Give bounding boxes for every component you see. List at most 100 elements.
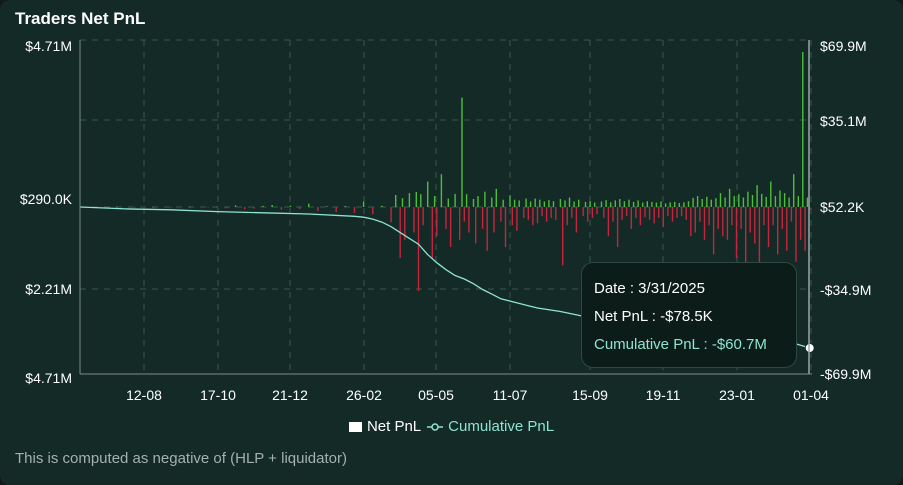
net-pnl-bar	[694, 207, 696, 233]
net-pnl-bar	[630, 207, 632, 229]
net-pnl-bar	[401, 198, 404, 207]
net-pnl-bar	[390, 207, 392, 223]
net-pnl-bar	[717, 207, 719, 229]
left-tick-label: $4.71M	[25, 38, 72, 54]
net-pnl-bar	[612, 207, 614, 222]
net-pnl-bar	[566, 207, 568, 226]
net-pnl-bar	[502, 199, 504, 207]
net-pnl-bar	[587, 207, 589, 222]
net-pnl-bar	[532, 207, 534, 226]
net-pnl-bar	[790, 207, 793, 222]
net-pnl-bar	[706, 196, 708, 207]
net-pnl-bar	[271, 205, 273, 207]
net-pnl-bar	[708, 207, 710, 226]
net-pnl-bar	[445, 207, 447, 229]
net-pnl-bar	[635, 207, 637, 218]
net-pnl-bar	[781, 207, 783, 229]
x-tick-label: 01-04	[793, 387, 829, 403]
net-pnl-bar	[525, 198, 527, 207]
net-pnl-bar	[495, 188, 497, 207]
net-pnl-bar	[722, 207, 724, 237]
x-tick-label: 12-08	[126, 387, 162, 403]
net-pnl-bar	[799, 207, 802, 240]
net-pnl-bar	[541, 207, 543, 217]
net-pnl-bar	[765, 196, 767, 207]
net-pnl-bar	[317, 207, 319, 211]
x-tick-label: 26-02	[346, 387, 382, 403]
net-pnl-bar	[468, 207, 470, 233]
net-pnl-bar	[676, 207, 678, 218]
net-pnl-bar	[395, 195, 397, 207]
net-pnl-bar	[724, 197, 726, 207]
net-pnl-bar	[603, 207, 605, 218]
net-pnl-bar	[710, 199, 712, 207]
right-tick-label: $35.1M	[820, 113, 867, 129]
net-pnl-bar	[335, 207, 337, 213]
net-pnl-bar	[667, 207, 669, 217]
net-pnl-bar	[465, 194, 468, 207]
net-pnl-bar	[559, 199, 562, 207]
legend-item-net-pnl[interactable]: Net PnL	[348, 418, 422, 435]
net-pnl-bar	[715, 198, 717, 207]
net-pnl-bar	[594, 202, 596, 207]
chart-title: Traders Net PnL	[15, 9, 146, 28]
net-pnl-bar	[539, 199, 541, 207]
net-pnl-bar	[280, 207, 282, 210]
axes: $4.71M $290.0K $2.21M $4.71M $69.9M $35.1M $52…	[20, 38, 872, 403]
net-pnl-bar	[134, 207, 136, 208]
net-pnl-bar	[447, 198, 449, 207]
net-pnl-bar	[440, 174, 443, 207]
net-pnl-bar	[699, 207, 701, 222]
net-pnl-bar	[777, 207, 779, 255]
net-pnl-bar	[454, 193, 456, 207]
net-pnl-bar	[754, 207, 756, 244]
right-tick-label: -$69.9M	[820, 366, 871, 382]
legend-label-net-pnl: Net PnL	[366, 418, 422, 435]
net-pnl-bar	[527, 207, 529, 220]
net-pnl-bar	[735, 207, 738, 259]
net-pnl-bar	[623, 201, 626, 207]
net-pnl-bar	[262, 205, 264, 207]
net-pnl-bar	[289, 205, 292, 207]
net-pnl-bar	[481, 207, 484, 229]
net-pnl-bar	[431, 207, 433, 259]
net-pnl-bar	[761, 193, 763, 207]
legend-item-cumulative-pnl[interactable]: Cumulative PnL	[427, 418, 554, 435]
net-pnl-bar	[728, 188, 731, 207]
net-pnl-bar	[344, 206, 346, 207]
net-pnl-bar	[578, 199, 580, 207]
net-pnl-bar	[362, 201, 365, 207]
legend-bar-swatch-icon	[348, 421, 362, 432]
net-pnl-bar	[422, 207, 424, 226]
net-pnl-bar	[719, 193, 722, 207]
net-pnl-bar	[459, 207, 461, 240]
x-tick-label: 17-10	[200, 387, 236, 403]
net-pnl-bar	[486, 207, 488, 251]
net-pnl-bar	[642, 202, 644, 207]
net-pnl-bar	[733, 196, 735, 207]
net-pnl-bar	[529, 201, 532, 207]
net-pnl-bar	[662, 207, 664, 228]
net-pnl-bar	[619, 199, 621, 207]
net-pnl-bar	[651, 201, 653, 207]
net-pnl-bar	[797, 196, 799, 207]
net-pnl-bar	[170, 207, 173, 208]
net-pnl-bar	[644, 207, 646, 218]
net-pnl-bar	[614, 200, 616, 207]
net-pnl-bar	[793, 174, 795, 207]
net-pnl-bar	[696, 196, 699, 207]
net-pnl-bar	[216, 206, 218, 208]
net-pnl-bar	[756, 185, 758, 207]
net-pnl-bar	[745, 207, 747, 273]
net-pnl-bar	[449, 207, 452, 248]
net-pnl-bar	[703, 207, 706, 240]
net-pnl-bar	[783, 193, 786, 207]
net-pnl-bar	[712, 207, 715, 255]
net-pnl-bar	[381, 205, 383, 207]
net-pnl-bar	[571, 207, 573, 218]
net-pnl-bar	[616, 207, 619, 248]
net-pnl-bar	[779, 190, 781, 207]
x-tick-label: 19-11	[646, 387, 681, 403]
net-pnl-bar	[408, 193, 411, 207]
